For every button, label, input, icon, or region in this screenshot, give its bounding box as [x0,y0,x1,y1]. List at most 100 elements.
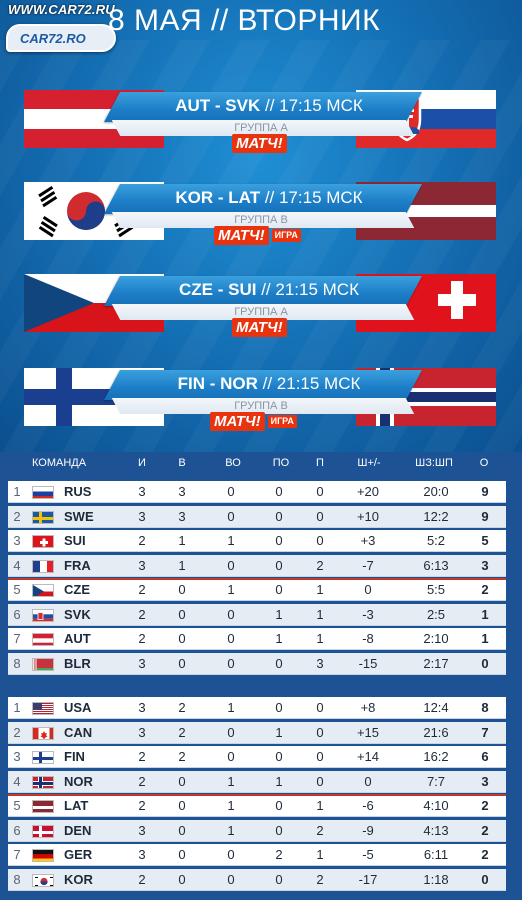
cell-points: 3 [481,557,489,573]
cell-games: 3 [138,847,146,862]
cell-wins: 2 [178,724,186,740]
cell-goal-diff: -17 [358,871,378,887]
cell-ot-wins: 0 [227,655,235,671]
cell-goal-diff: -7 [362,557,374,573]
cell-team: USA [64,700,92,715]
cell-ot-losses: 0 [275,798,283,813]
cell-points: 2 [481,847,489,862]
cell-losses: 2 [316,557,324,573]
cell-losses: 1 [316,847,324,862]
cell-goals: 5:5 [426,582,446,597]
site-logo[interactable]: CAR72.RO WWW.CAR72.RU [2,0,126,58]
cell-position: 7 [13,847,21,862]
cell-goals: 5:2 [426,533,446,548]
channel-logo: МАТЧ! [214,226,269,245]
cell-losses: 0 [316,773,324,789]
cell-position: 5 [13,582,21,597]
cell-position: 1 [13,484,21,499]
match-group: ГРУППА В [234,400,288,412]
header-goals: ШЗ:ШП [415,457,453,469]
table-row: 6 DEN 3 0 1 0 2 -9 4:13 2 [8,819,506,842]
standings-table: КОМАНДА И В ВО ПО П Ш+/- ШЗ:ШП О 1 RUS 3 3 0… [0,452,522,900]
norway-flag-icon [32,775,54,789]
cell-goals: 1:18 [423,871,449,887]
cell-wins: 2 [178,700,186,715]
cell-ot-wins: 1 [227,822,235,838]
match-card: CZE - SUI // 21:15 МСК ГРУППА А МАТЧ! [24,274,496,337]
cell-games: 2 [138,631,146,646]
austria-flag-icon [32,633,54,646]
cell-ot-wins: 0 [227,631,235,646]
cell-position: 3 [13,533,21,548]
cell-goal-diff: +10 [356,508,380,524]
tv-channel: МАТЧ! ИГРА [210,412,297,431]
cell-team: KOR [64,871,93,887]
cell-points: 5 [481,533,489,548]
tv-channel: МАТЧ! [232,134,287,153]
cell-wins: 0 [178,606,186,622]
cell-losses: 1 [316,606,324,622]
cell-position: 6 [13,606,21,622]
cell-wins: 3 [178,508,186,524]
match-time: // 17:15 МСК [264,96,363,115]
cell-wins: 0 [178,582,186,597]
cell-position: 1 [13,700,21,715]
cell-wins: 0 [178,798,186,813]
cell-ot-losses: 0 [275,822,283,838]
cell-losses: 1 [316,582,324,597]
cell-position: 2 [13,724,21,740]
cell-team: SWE [64,508,94,524]
match-group: ГРУППА В [234,214,288,226]
qualification-divider [8,794,506,796]
table-row: 2 SWE 3 3 0 0 0 +10 12:2 9 [8,505,506,528]
cell-team: GER [64,847,93,862]
table-row: 7 GER 3 0 0 2 1 -5 6:11 2 [8,844,506,866]
cell-team: DEN [64,822,92,838]
cell-team: NOR [64,773,93,789]
cell-points: 2 [481,582,489,597]
cell-ot-wins: 1 [227,533,235,548]
cell-games: 3 [138,700,146,715]
cell-team: RUS [64,484,92,499]
cell-position: 2 [13,508,21,524]
cell-goals: 6:13 [423,557,449,573]
belarus-flag-icon [32,657,54,671]
cell-team: CZE [64,582,90,597]
cell-games: 3 [138,822,146,838]
logo-text: CAR72.RO [20,31,86,46]
cell-ot-wins: 0 [227,606,235,622]
cell-goals: 21:6 [423,724,449,740]
czech-flag-icon [32,584,54,597]
cell-ot-losses: 0 [275,655,283,671]
page-title: 8 МАЯ // ВТОРНИК [108,4,381,37]
cell-points: 7 [481,724,489,740]
cell-games: 3 [138,508,146,524]
cell-goals: 12:2 [423,508,449,524]
cell-goal-diff: +15 [356,724,380,740]
site-domain: WWW.CAR72.RU [8,2,115,17]
header-ot-losses: ПО [272,457,290,469]
channel-logo: МАТЧ! [210,412,265,431]
cell-goal-diff: 0 [364,582,372,597]
match-teams: KOR - LAT [175,188,261,207]
cell-ot-losses: 1 [275,631,283,646]
cell-wins: 1 [178,533,186,548]
cell-points: 6 [481,749,489,764]
france-flag-icon [32,559,54,573]
cell-position: 8 [13,871,21,887]
cell-ot-wins: 0 [227,749,235,764]
cell-wins: 3 [178,484,186,499]
header-losses: П [316,457,324,469]
cell-position: 7 [13,631,21,646]
cell-team: AUT [64,631,91,646]
cell-goal-diff: -3 [362,606,374,622]
cell-ot-losses: 0 [275,871,283,887]
channel-extra-label: ИГРА [267,415,297,428]
cell-goals: 12:4 [423,700,449,715]
qualification-divider [8,578,506,580]
cell-position: 5 [13,798,21,813]
cell-losses: 1 [316,798,324,813]
cell-ot-losses: 0 [275,749,283,764]
cell-team: BLR [64,655,91,671]
table-row: 7 AUT 2 0 0 1 1 -8 2:10 1 [8,628,506,650]
